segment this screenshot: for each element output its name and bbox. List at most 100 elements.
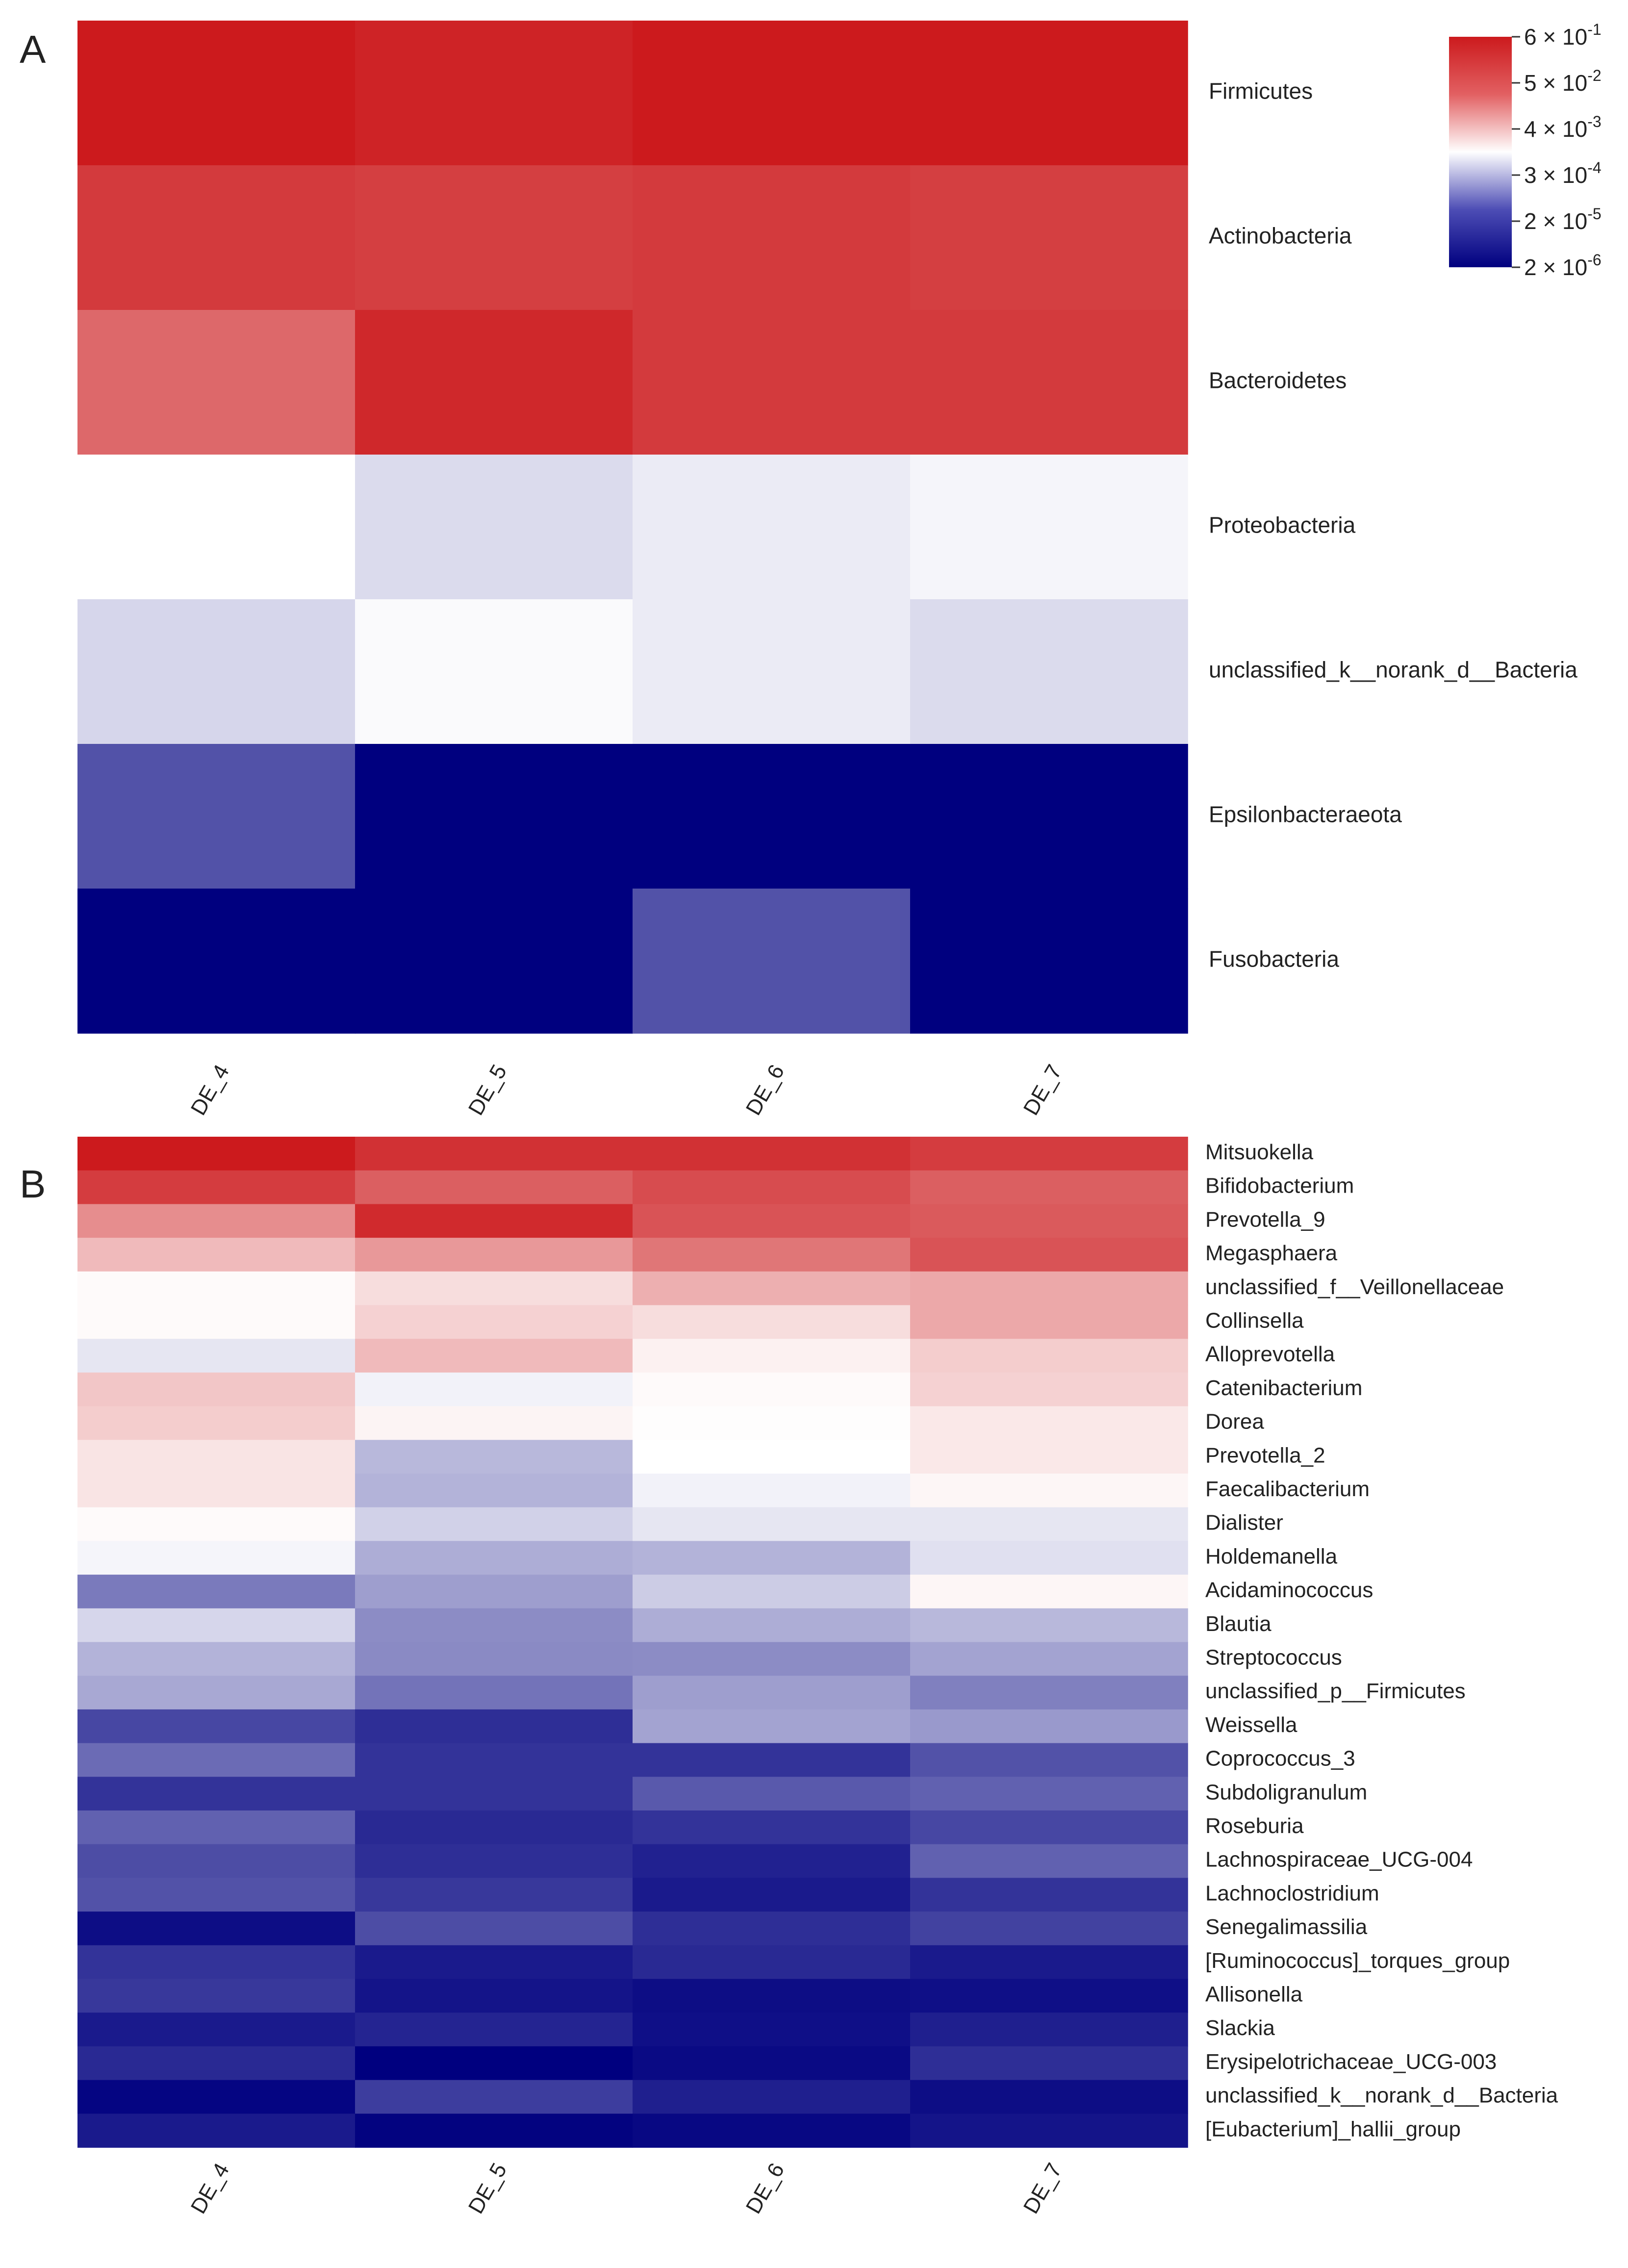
heatmap-cell-a-fusobacteria-de-6 [633, 889, 911, 1034]
heatmap-cell-b-coprococcus-3-de-4 [77, 1743, 356, 1778]
heatmap-cell-a-epsilonbacteraeota-de-7 [910, 744, 1188, 889]
heatmap-cell-b-megasphaera-de-6 [633, 1238, 911, 1272]
heatmap-cell-b-holdemanella-de-5 [355, 1541, 633, 1575]
heatmap-cell-b-roseburia-de-4 [77, 1810, 356, 1845]
heatmap-cell-b-subdoligranulum-de-6 [633, 1777, 911, 1811]
heatmap-cell-b-prevotella-2-de-7 [910, 1440, 1188, 1474]
heatmap-cell-b-holdemanella-de-7 [910, 1541, 1188, 1575]
heatmap-cell-b-dialister-de-6 [633, 1507, 911, 1542]
row-label-a-firmicutes: Firmicutes [1209, 78, 1313, 104]
heatmap-cell-b-erysipelotrichaceae-ucg-003-de-5 [355, 2046, 633, 2081]
heatmap-cell-b-dorea-de-5 [355, 1406, 633, 1441]
column-label-b-de-5: DE_5 [464, 2159, 511, 2218]
row-label-b-streptococcus: Streptococcus [1205, 1645, 1342, 1669]
heatmap-cell-b-mitsuokella-de-5 [355, 1137, 633, 1171]
row-label-b-subdoligranulum: Subdoligranulum [1205, 1780, 1367, 1804]
heatmap-cell-b-acidaminococcus-de-4 [77, 1575, 356, 1609]
row-label-b-eubacterium-hallii-group: [Eubacterium]_hallii_group [1205, 2117, 1461, 2141]
heatmap-cell-b-lachnoclostridium-de-5 [355, 1878, 633, 1912]
panel-b-heatmap: B Mitsuokella Bifidobacterium Prevotella_9… [20, 1137, 1558, 2218]
column-label-b-de-6: DE_6 [741, 2159, 789, 2218]
heatmap-cell-b-weissella-de-4 [77, 1709, 356, 1744]
heatmap-cell-b-alloprevotella-de-5 [355, 1339, 633, 1373]
heatmap-cell-b-dialister-de-4 [77, 1507, 356, 1542]
heatmap-cell-b-unclassified-f-veillonellaceae-de-4 [77, 1271, 356, 1306]
heatmap-cell-b-lachnospiraceae-ucg-004-de-7 [910, 1844, 1188, 1879]
row-label-b-blautia: Blautia [1205, 1612, 1272, 1636]
row-label-b-mitsuokella: Mitsuokella [1205, 1140, 1314, 1164]
heatmap-cell-b-eubacterium-hallii-group-de-4 [77, 2114, 356, 2148]
heatmap-cell-a-fusobacteria-de-7 [910, 889, 1188, 1034]
row-label-b-acidaminococcus: Acidaminococcus [1205, 1578, 1373, 1602]
heatmap-cell-a-proteobacteria-de-5 [355, 455, 633, 600]
heatmap-cell-b-megasphaera-de-5 [355, 1238, 633, 1272]
column-label-a-de-4: DE_4 [186, 1061, 234, 1120]
heatmap-cell-b-acidaminococcus-de-6 [633, 1575, 911, 1609]
heatmap-cell-b-bifidobacterium-de-4 [77, 1170, 356, 1205]
row-label-a-fusobacteria: Fusobacteria [1209, 946, 1339, 972]
heatmap-cell-b-catenibacterium-de-4 [77, 1372, 356, 1407]
row-label-b-prevotella-2: Prevotella_2 [1205, 1443, 1325, 1467]
heatmap-cell-b-blautia-de-6 [633, 1608, 911, 1643]
heatmap-cell-b-senegalimassilia-de-5 [355, 1911, 633, 1946]
heatmap-cell-b-roseburia-de-7 [910, 1810, 1188, 1845]
heatmap-cell-b-weissella-de-6 [633, 1709, 911, 1744]
legend-tick-label: 6 × 10-1 [1524, 21, 1602, 50]
heatmap-cell-b-dorea-de-6 [633, 1406, 911, 1441]
heatmap-cell-b-unclassified-p-firmicutes-de-5 [355, 1676, 633, 1710]
heatmap-cell-b-catenibacterium-de-7 [910, 1372, 1188, 1407]
heatmap-cell-b-lachnoclostridium-de-4 [77, 1878, 356, 1912]
row-label-b-erysipelotrichaceae-ucg-003: Erysipelotrichaceae_UCG-003 [1205, 2050, 1497, 2074]
heatmap-cell-a-bacteroidetes-de-7 [910, 310, 1188, 455]
heatmap-cell-b-allisonella-de-6 [633, 1979, 911, 2013]
heatmap-cell-b-lachnoclostridium-de-7 [910, 1878, 1188, 1912]
heatmap-cell-a-actinobacteria-de-5 [355, 165, 633, 310]
row-label-a-proteobacteria: Proteobacteria [1209, 512, 1356, 538]
heatmap-cell-a-proteobacteria-de-6 [633, 455, 911, 600]
row-label-b-weissella: Weissella [1205, 1713, 1297, 1737]
heatmap-cell-a-unclassified-k-norank-d-bacteria-de-5 [355, 599, 633, 744]
heatmap-cell-a-fusobacteria-de-5 [355, 889, 633, 1034]
heatmap-cell-b-senegalimassilia-de-4 [77, 1911, 356, 1946]
heatmap-cell-b-prevotella-9-de-7 [910, 1204, 1188, 1238]
heatmap-cell-b-eubacterium-hallii-group-de-7 [910, 2114, 1188, 2148]
heatmap-cell-b-allisonella-de-4 [77, 1979, 356, 2013]
row-label-b-collinsella: Collinsella [1205, 1308, 1304, 1332]
row-label-b-unclassified-p-firmicutes: unclassified_p__Firmicutes [1205, 1679, 1466, 1703]
heatmap-cell-b-catenibacterium-de-6 [633, 1372, 911, 1407]
column-label-a-de-7: DE_7 [1019, 1061, 1067, 1120]
heatmap-cell-b-senegalimassilia-de-7 [910, 1911, 1188, 1946]
heatmap-cell-b-faecalibacterium-de-7 [910, 1474, 1188, 1508]
heatmap-cell-b-allisonella-de-7 [910, 1979, 1188, 2013]
heatmap-cell-b-lachnospiraceae-ucg-004-de-5 [355, 1844, 633, 1879]
heatmap-cell-b-dialister-de-7 [910, 1507, 1188, 1542]
heatmap-cell-b-megasphaera-de-4 [77, 1238, 356, 1272]
heatmap-cell-b-eubacterium-hallii-group-de-6 [633, 2114, 911, 2148]
heatmap-cell-b-ruminococcus-torques-group-de-7 [910, 1945, 1188, 1980]
legend-tick-label: 2 × 10-6 [1524, 251, 1602, 280]
heatmap-cell-b-subdoligranulum-de-4 [77, 1777, 356, 1811]
heatmap-cell-a-epsilonbacteraeota-de-6 [633, 744, 911, 889]
heatmap-cell-b-dialister-de-5 [355, 1507, 633, 1542]
heatmap-cell-b-erysipelotrichaceae-ucg-003-de-7 [910, 2046, 1188, 2081]
heatmap-cell-b-roseburia-de-5 [355, 1810, 633, 1845]
heatmap-cell-b-coprococcus-3-de-5 [355, 1743, 633, 1778]
heatmap-cell-b-prevotella-2-de-5 [355, 1440, 633, 1474]
heatmap-cell-b-mitsuokella-de-6 [633, 1137, 911, 1171]
heatmap-cell-b-unclassified-k-norank-d-bacteria-de-7 [910, 2080, 1188, 2115]
heatmap-cell-b-streptococcus-de-4 [77, 1642, 356, 1676]
heatmap-cell-b-faecalibacterium-de-6 [633, 1474, 911, 1508]
heatmap-cell-a-epsilonbacteraeota-de-4 [77, 744, 356, 889]
heatmap-cell-b-blautia-de-5 [355, 1608, 633, 1643]
heatmap-cell-b-subdoligranulum-de-7 [910, 1777, 1188, 1811]
heatmap-cell-b-slackia-de-5 [355, 2013, 633, 2047]
heatmap-cell-b-prevotella-9-de-4 [77, 1204, 356, 1238]
heatmap-cell-a-unclassified-k-norank-d-bacteria-de-7 [910, 599, 1188, 744]
heatmap-cell-b-slackia-de-7 [910, 2013, 1188, 2047]
heatmap-cell-b-alloprevotella-de-4 [77, 1339, 356, 1373]
column-label-a-de-5: DE_5 [464, 1061, 511, 1120]
row-label-a-actinobacteria: Actinobacteria [1209, 223, 1352, 249]
heatmap-cell-a-bacteroidetes-de-5 [355, 310, 633, 455]
heatmap-cell-b-blautia-de-4 [77, 1608, 356, 1643]
heatmap-cell-a-actinobacteria-de-6 [633, 165, 911, 310]
